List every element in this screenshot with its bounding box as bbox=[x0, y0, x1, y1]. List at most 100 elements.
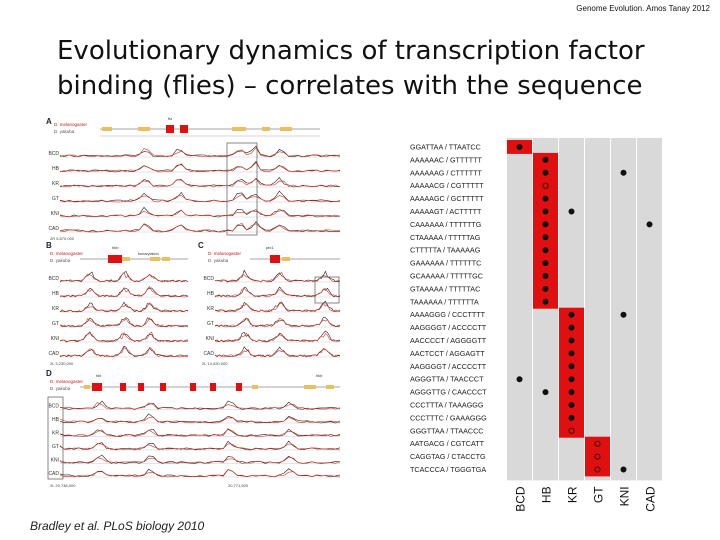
column-cad bbox=[637, 138, 662, 481]
trace-cad-red bbox=[59, 346, 189, 358]
sequence-pair: AGGGTTG / CAACCCT bbox=[410, 388, 487, 397]
binding-dot bbox=[542, 195, 549, 202]
highlight-box-a bbox=[226, 142, 258, 236]
trace-bcd-red bbox=[59, 147, 341, 158]
factor-axis-label-kr: KR bbox=[566, 486, 580, 503]
binding-dot bbox=[568, 363, 575, 370]
binding-dot bbox=[542, 169, 549, 176]
sequence-pair: AAAAAGT / ACTTTTT bbox=[410, 207, 482, 216]
factor-label-kni: KNI bbox=[51, 336, 59, 342]
panel-b-group: B D. melanogaster D. yakuba hkb fumaryla… bbox=[46, 241, 189, 366]
trace-kni-red bbox=[59, 208, 341, 218]
binding-dot bbox=[594, 453, 601, 460]
factor-label-gt: GT bbox=[52, 321, 59, 327]
species-label-a2: D. yakuba bbox=[54, 129, 75, 134]
factor-label-gt: GT bbox=[52, 444, 59, 450]
trace-hb-red bbox=[59, 416, 341, 424]
sequence-pair: AATGACG / CGTCATT bbox=[410, 439, 485, 448]
species-label-c2: D. yakuba bbox=[208, 258, 229, 263]
gene-label-hkb-b: hkb bbox=[112, 245, 119, 250]
factor-label-hb: HB bbox=[52, 417, 60, 423]
factor-label-kni: KNI bbox=[51, 458, 59, 464]
trace-kr-red bbox=[59, 302, 189, 313]
binding-dot bbox=[542, 234, 549, 241]
species-label-a1: D. melanogaster bbox=[54, 122, 88, 127]
trace-bcd-black bbox=[59, 145, 341, 158]
sequence-pair: AACTCCT / AGGAGTT bbox=[410, 349, 485, 358]
trace-bcd-red bbox=[214, 272, 341, 283]
factor-axis-label-bcd: BCD bbox=[514, 486, 528, 512]
sequence-pair: GAAAAAA / TTTTTTC bbox=[410, 259, 481, 268]
panel-label-c: C bbox=[198, 241, 204, 250]
factor-label-cad: CAD bbox=[48, 226, 59, 232]
sequence-list: GGATTAA / TTAATCC AAAAAAC / GTTTTTT AAAAAA… bbox=[410, 143, 487, 475]
trace-bcd-black bbox=[59, 400, 341, 410]
trace-kr-red bbox=[59, 178, 341, 188]
sequence-pair: AAAAAGC / GCTTTTT bbox=[410, 194, 484, 203]
sequence-pair: CCCTTTC / GAAAGGG bbox=[410, 413, 487, 422]
trace-kni-red bbox=[59, 456, 341, 464]
panel-d-group: D D. melanogaster D. yakuba hkt hkb BCD H… bbox=[46, 369, 341, 488]
sequence-pair: TCACCCA / TGGGTGA bbox=[410, 465, 486, 474]
panel-label-a: A bbox=[46, 117, 52, 126]
factor-label-hb: HB bbox=[52, 291, 60, 297]
sequence-pair: CAGGTAG / CTACCTG bbox=[410, 452, 486, 461]
trace-kr-red bbox=[214, 302, 341, 313]
species-label-b1: D. melanogaster bbox=[50, 251, 84, 256]
binding-dot bbox=[542, 389, 549, 396]
binding-dot bbox=[646, 221, 653, 228]
trace-gt-black bbox=[59, 440, 341, 451]
trace-hb-red bbox=[59, 162, 341, 173]
binding-dot bbox=[568, 389, 575, 396]
binding-dot bbox=[620, 169, 627, 176]
trace-gt-black bbox=[59, 317, 189, 328]
coord-label-a: 2R 5,870,000 bbox=[50, 236, 75, 241]
factor-label-bcd: BCD bbox=[48, 276, 59, 282]
coord-label-c: 2L 14,020,000 bbox=[202, 361, 228, 366]
factor-label-kr: KR bbox=[52, 431, 59, 437]
binding-dot bbox=[568, 414, 575, 421]
traces-panel-b: BCD HB KR GT KNI CAD bbox=[48, 270, 189, 358]
factor-label-hb: HB bbox=[52, 166, 60, 172]
title-line-2: binding (flies) – correlates with the se… bbox=[57, 71, 643, 101]
sequence-pair: TAAAAAA / TTTTTTA bbox=[410, 297, 479, 306]
trace-kni-red bbox=[214, 332, 341, 343]
sequence-pair: GCAAAAA / TTTTTGC bbox=[410, 272, 483, 281]
sequence-pair: AACCCCT / AGGGGTT bbox=[410, 336, 487, 345]
traces-panel-c: BCD HB KR GT KNI CAD bbox=[203, 269, 341, 358]
binding-dot bbox=[594, 440, 601, 447]
binding-dot bbox=[568, 311, 575, 318]
trace-hb-red bbox=[59, 285, 189, 298]
factor-label-kni: KNI bbox=[206, 336, 214, 342]
binding-dot bbox=[542, 298, 549, 305]
binding-profile-svg: A D. melanogaster D. yakuba ftz BCDHBKRG… bbox=[46, 116, 341, 488]
trace-bcd-red bbox=[59, 402, 341, 410]
trace-gt-red bbox=[59, 194, 341, 203]
binding-dot bbox=[542, 285, 549, 292]
panel-label-b: B bbox=[46, 241, 52, 250]
trace-kni-black bbox=[59, 454, 341, 464]
species-label-b2: D. yakuba bbox=[50, 258, 71, 263]
trace-cad-red bbox=[214, 348, 341, 358]
binding-dots bbox=[516, 144, 653, 473]
factor-label-gt: GT bbox=[52, 196, 59, 202]
binding-dot bbox=[542, 156, 549, 163]
binding-dot bbox=[568, 376, 575, 383]
binding-dot bbox=[516, 376, 523, 383]
sequence-pair: AGGGTTA / TAACCCT bbox=[410, 375, 484, 384]
column-bcd bbox=[507, 138, 532, 481]
binding-dot bbox=[516, 144, 523, 150]
trace-bcd-black bbox=[214, 269, 341, 283]
traces-panel-a: BCD HB KR GT KNI CAD bbox=[48, 145, 341, 233]
binding-dot bbox=[542, 208, 549, 215]
binding-dot bbox=[542, 272, 549, 279]
title-line-1: Evolutionary dynamics of transcription f… bbox=[57, 36, 645, 66]
citation: Bradley et al. PLoS biology 2010 bbox=[30, 519, 205, 533]
coord-label-d-end: 20,771,500 bbox=[228, 483, 249, 488]
gene-model-c bbox=[250, 255, 340, 263]
binding-dot bbox=[542, 247, 549, 254]
sequence-pair: AAAAACG / CGTTTTT bbox=[410, 181, 484, 190]
trace-gt-red bbox=[214, 317, 341, 328]
factor-axis-label-gt: GT bbox=[592, 486, 606, 503]
sequence-pair: CTAAAAA / TTTTTAG bbox=[410, 233, 481, 242]
